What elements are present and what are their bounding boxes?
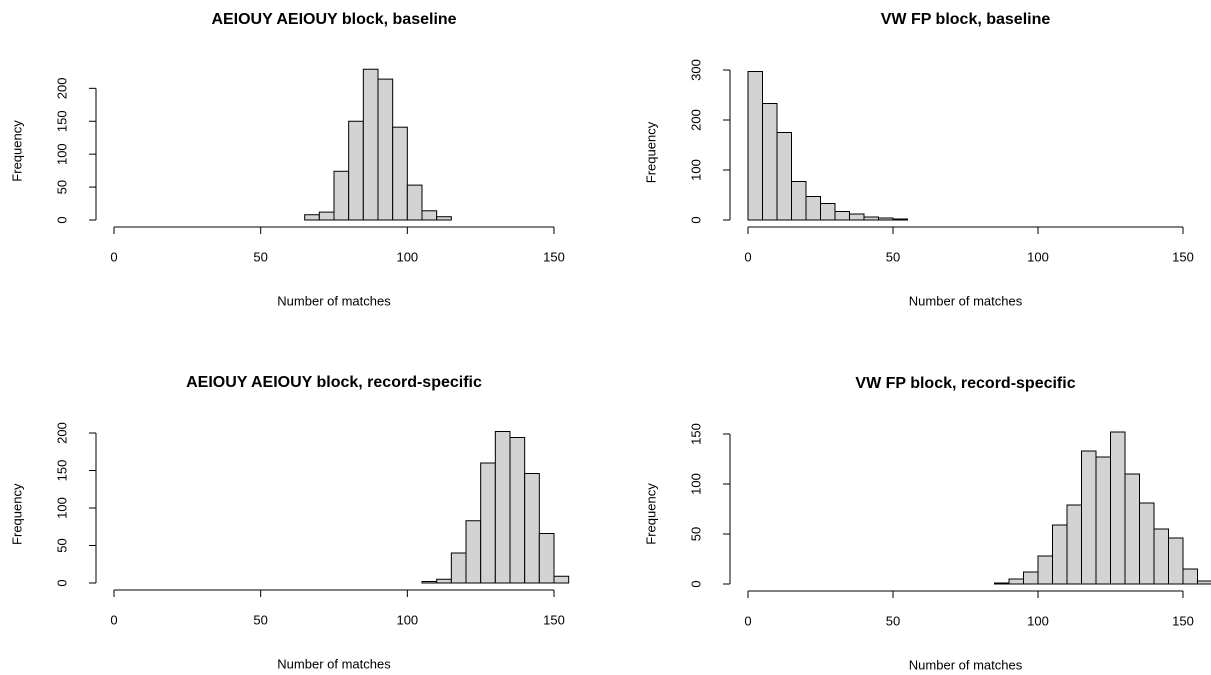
bar	[1153, 528, 1169, 585]
bar	[805, 196, 821, 221]
y-tick-label: 0	[54, 579, 69, 586]
y-axis-title: Frequency	[643, 483, 658, 545]
bar	[791, 181, 807, 221]
x-axis-title: Number of matches	[277, 293, 391, 308]
x-tick-label: 50	[253, 249, 267, 264]
x-tick-label: 100	[1027, 249, 1049, 264]
x-tick-label: 50	[253, 612, 267, 627]
y-tick-label: 50	[54, 538, 69, 552]
y-tick-label: 150	[54, 460, 69, 482]
bar	[1095, 456, 1111, 585]
bar	[878, 217, 894, 221]
bar	[849, 213, 865, 221]
bar	[436, 216, 452, 221]
bar	[762, 103, 778, 221]
bar	[1197, 580, 1211, 585]
y-tick-label: 50	[54, 180, 69, 194]
bar	[994, 582, 1010, 585]
bar	[1139, 502, 1155, 585]
bar	[392, 126, 408, 221]
x-tick-label: 0	[744, 249, 751, 264]
bar	[450, 552, 467, 584]
bar	[892, 218, 908, 221]
y-tick-label: 300	[688, 59, 703, 81]
bar	[1023, 571, 1039, 585]
bar	[1052, 524, 1068, 585]
bar	[377, 78, 394, 221]
y-tick-label: 150	[688, 423, 703, 445]
bar	[1182, 568, 1198, 585]
x-tick-label: 100	[1027, 613, 1049, 628]
chart-title: AEIOUY AEIOUY block, baseline	[211, 11, 456, 28]
y-axis-title: Frequency	[9, 483, 24, 545]
x-tick-label: 0	[110, 249, 117, 264]
x-axis-title: Number of matches	[909, 293, 1023, 308]
bar	[304, 214, 320, 221]
bar	[348, 120, 364, 221]
bar	[863, 216, 879, 221]
bar	[1066, 504, 1082, 585]
bar	[538, 533, 555, 584]
bar	[333, 170, 350, 221]
y-tick-label: 50	[688, 527, 703, 541]
x-tick-label: 0	[110, 612, 117, 627]
x-tick-label: 50	[886, 249, 900, 264]
y-tick-label: 100	[688, 159, 703, 181]
x-tick-label: 150	[1172, 613, 1194, 628]
x-tick-label: 150	[1172, 249, 1194, 264]
x-axis-title: Number of matches	[909, 657, 1023, 672]
x-tick-label: 100	[396, 612, 418, 627]
y-tick-label: 100	[54, 497, 69, 519]
y-axis-title: Frequency	[9, 120, 24, 182]
bar	[509, 437, 526, 584]
bar	[747, 71, 763, 221]
bar	[1037, 555, 1053, 585]
bar	[494, 431, 511, 584]
y-tick-label: 100	[54, 143, 69, 165]
bar	[421, 210, 438, 221]
y-tick-label: 0	[688, 216, 703, 223]
bar	[436, 578, 452, 584]
bar	[1168, 537, 1184, 585]
chart-title: VW FP block, record-specific	[855, 375, 1075, 392]
x-axis-title: Number of matches	[277, 656, 391, 671]
bar	[820, 203, 836, 221]
bar	[318, 211, 335, 221]
x-tick-label: 50	[886, 613, 900, 628]
bar	[834, 211, 850, 221]
bar	[1124, 473, 1140, 585]
y-tick-label: 200	[54, 422, 69, 444]
bar	[480, 462, 496, 584]
x-tick-label: 150	[543, 612, 565, 627]
y-tick-label: 0	[54, 216, 69, 223]
y-tick-label: 100	[688, 473, 703, 495]
chart-title: AEIOUY AEIOUY block, record-specific	[186, 374, 482, 391]
bar	[776, 132, 792, 221]
y-tick-label: 200	[54, 77, 69, 99]
chart-title: VW FP block, baseline	[881, 11, 1051, 28]
x-tick-label: 100	[396, 249, 418, 264]
bar	[406, 184, 423, 221]
bar	[465, 520, 482, 584]
bar	[1110, 431, 1126, 585]
bar	[1081, 450, 1097, 585]
x-tick-label: 150	[543, 249, 565, 264]
bar	[524, 473, 540, 584]
y-tick-label: 150	[54, 110, 69, 132]
bar	[362, 68, 379, 221]
bar	[1008, 578, 1024, 585]
x-tick-label: 0	[744, 613, 751, 628]
bar	[421, 581, 438, 584]
y-axis-title: Frequency	[643, 121, 658, 183]
y-tick-label: 200	[688, 109, 703, 131]
y-tick-label: 0	[688, 580, 703, 587]
bar	[553, 575, 570, 584]
